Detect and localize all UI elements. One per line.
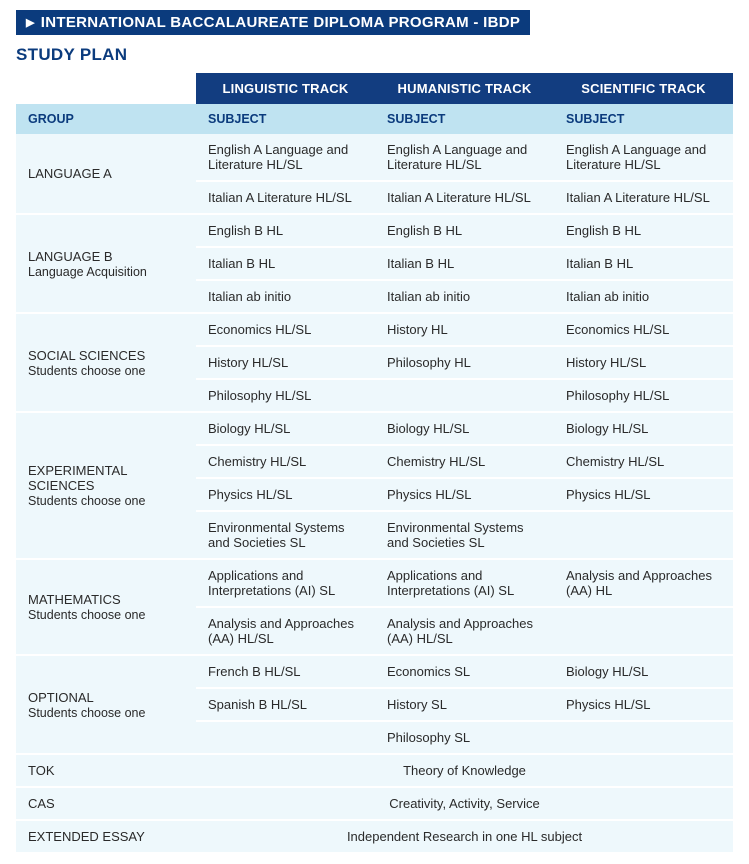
subject-cell: Chemistry HL/SL (375, 445, 554, 478)
subject-cell: Philosophy HL/SL (196, 379, 375, 412)
subject-cell: Environmental Systems and Societies SL (375, 511, 554, 559)
table-row: EXPERIMENTAL SCIENCESStudents choose one… (16, 412, 733, 445)
subject-cell: Applications and Interpretations (AI) SL (196, 559, 375, 607)
group-name: SOCIAL SCIENCES (28, 348, 184, 363)
subject-cell: Analysis and Approaches (AA) HL/SL (375, 607, 554, 655)
group-note: Language Acquisition (28, 265, 184, 279)
group-cell: SOCIAL SCIENCESStudents choose one (16, 313, 196, 412)
group-column-header: GROUP (16, 104, 196, 134)
subject-cell: Italian B HL (554, 247, 733, 280)
subject-cell: Spanish B HL/SL (196, 688, 375, 721)
table-row: SOCIAL SCIENCESStudents choose oneEconom… (16, 313, 733, 346)
group-cell: MATHEMATICSStudents choose one (16, 559, 196, 655)
subject-cell: English B HL (196, 214, 375, 247)
group-note: Students choose one (28, 494, 184, 508)
subject-cell (375, 379, 554, 412)
subject-cell: Economics HL/SL (554, 313, 733, 346)
subject-cell: English A Language and Literature HL/SL (375, 134, 554, 181)
banner-text: INTERNATIONAL BACCALAUREATE DIPLOMA PROG… (41, 14, 520, 31)
subject-label-1: SUBJECT (196, 104, 375, 134)
subject-label-2: SUBJECT (375, 104, 554, 134)
subject-cell: Chemistry HL/SL (554, 445, 733, 478)
group-name: LANGUAGE B (28, 249, 184, 264)
subject-cell: Italian A Literature HL/SL (375, 181, 554, 214)
subject-cell (554, 721, 733, 754)
group-name: EXPERIMENTAL SCIENCES (28, 463, 184, 493)
group-note: Students choose one (28, 706, 184, 720)
footer-row: TOKTheory of Knowledge (16, 754, 733, 787)
footer-row: EXTENDED ESSAYIndependent Research in on… (16, 820, 733, 853)
table-row: OPTIONALStudents choose oneFrench B HL/S… (16, 655, 733, 688)
study-plan-tbody: LANGUAGE A English A Language and Literat… (16, 134, 733, 853)
subject-cell: Philosophy SL (375, 721, 554, 754)
subject-cell: English A Language and Literature HL/SL (196, 134, 375, 181)
subject-cell: Italian ab initio (375, 280, 554, 313)
subject-cell: English B HL (554, 214, 733, 247)
group-note: Students choose one (28, 364, 184, 378)
subject-cell: Italian A Literature HL/SL (554, 181, 733, 214)
footer-label: EXTENDED ESSAY (16, 820, 196, 853)
group-cell: LANGUAGE A (16, 134, 196, 214)
subject-cell: Biology HL/SL (196, 412, 375, 445)
subject-cell: Chemistry HL/SL (196, 445, 375, 478)
footer-row: CASCreativity, Activity, Service (16, 787, 733, 820)
table-row: LANGUAGE BLanguage AcquisitionEnglish B … (16, 214, 733, 247)
subject-cell (196, 721, 375, 754)
subject-cell: Biology HL/SL (554, 655, 733, 688)
subject-cell: Physics HL/SL (554, 478, 733, 511)
footer-value: Independent Research in one HL subject (196, 820, 733, 853)
subject-cell: Environmental Systems and Societies SL (196, 511, 375, 559)
group-name: MATHEMATICS (28, 592, 184, 607)
subject-cell: Economics SL (375, 655, 554, 688)
footer-value: Theory of Knowledge (196, 754, 733, 787)
subject-cell: Italian B HL (375, 247, 554, 280)
group-name: LANGUAGE A (28, 166, 184, 181)
subject-cell: Italian ab initio (554, 280, 733, 313)
subject-cell: Physics HL/SL (554, 688, 733, 721)
group-note: Students choose one (28, 608, 184, 622)
track-header-row: LINGUISTIC TRACK HUMANISTIC TRACK SCIENT… (16, 73, 733, 104)
subject-cell: English A Language and Literature HL/SL (554, 134, 733, 181)
footer-value: Creativity, Activity, Service (196, 787, 733, 820)
footer-label: TOK (16, 754, 196, 787)
subject-cell: Physics HL/SL (196, 478, 375, 511)
subject-cell: Economics HL/SL (196, 313, 375, 346)
subject-cell: History HL/SL (196, 346, 375, 379)
subject-cell: French B HL/SL (196, 655, 375, 688)
subject-cell: History HL/SL (554, 346, 733, 379)
subject-cell: Biology HL/SL (375, 412, 554, 445)
subject-cell: Biology HL/SL (554, 412, 733, 445)
track-header-1: LINGUISTIC TRACK (196, 73, 375, 104)
subject-label-3: SUBJECT (554, 104, 733, 134)
subject-cell: History HL (375, 313, 554, 346)
track-header-3: SCIENTIFIC TRACK (554, 73, 733, 104)
group-name: OPTIONAL (28, 690, 184, 705)
group-cell: OPTIONALStudents choose one (16, 655, 196, 754)
subject-cell (554, 607, 733, 655)
subject-cell: Philosophy HL (375, 346, 554, 379)
subject-cell: Italian B HL (196, 247, 375, 280)
subject-cell: History SL (375, 688, 554, 721)
subject-cell: Physics HL/SL (375, 478, 554, 511)
study-plan-table: LINGUISTIC TRACK HUMANISTIC TRACK SCIENT… (16, 73, 733, 854)
table-row: MATHEMATICSStudents choose oneApplicatio… (16, 559, 733, 607)
subject-cell: Italian A Literature HL/SL (196, 181, 375, 214)
subject-cell (554, 511, 733, 559)
page-title: STUDY PLAN (16, 45, 733, 65)
banner-triangle-icon: ▶ (26, 16, 35, 29)
subject-cell: English B HL (375, 214, 554, 247)
group-cell: LANGUAGE BLanguage Acquisition (16, 214, 196, 313)
footer-label: CAS (16, 787, 196, 820)
subject-cell: Analysis and Approaches (AA) HL (554, 559, 733, 607)
track-header-2: HUMANISTIC TRACK (375, 73, 554, 104)
program-banner: ▶ INTERNATIONAL BACCALAUREATE DIPLOMA PRO… (16, 10, 530, 35)
subject-cell: Italian ab initio (196, 280, 375, 313)
subject-cell: Applications and Interpretations (AI) SL (375, 559, 554, 607)
table-row: LANGUAGE A English A Language and Literat… (16, 134, 733, 181)
subject-header-row: GROUP SUBJECT SUBJECT SUBJECT (16, 104, 733, 134)
subject-cell: Philosophy HL/SL (554, 379, 733, 412)
header-blank (16, 73, 196, 104)
group-cell: EXPERIMENTAL SCIENCESStudents choose one (16, 412, 196, 559)
subject-cell: Analysis and Approaches (AA) HL/SL (196, 607, 375, 655)
